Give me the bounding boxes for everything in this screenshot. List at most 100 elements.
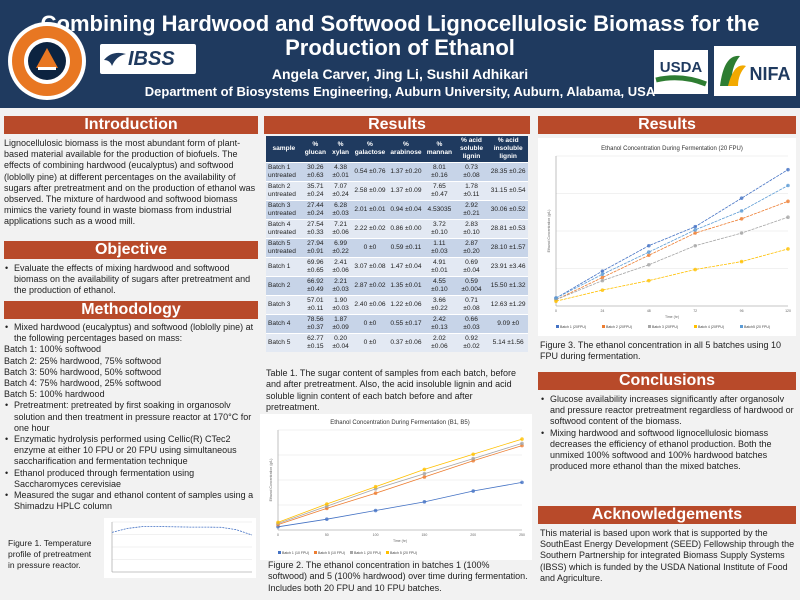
- conclusion-item: Glucose availability increases significa…: [540, 394, 796, 428]
- table-cell: 0 ±0: [352, 333, 388, 352]
- data-point: [373, 484, 378, 489]
- table-cell: 2.42 ±0.13: [424, 314, 455, 334]
- table-row: Batch 2 66.92 ±0.49 2.21 ±0.03 2.87 ±0.02 1.…: [266, 276, 528, 296]
- data-point: [739, 196, 744, 200]
- legend-swatch: [740, 325, 743, 328]
- usda-text: USDA: [660, 59, 703, 76]
- data-point: [554, 296, 558, 300]
- conclusions-heading: Conclusions: [538, 372, 796, 390]
- table-cell: 3.07 ±0.08: [352, 257, 388, 277]
- table-cell: 35.71 ±0.24: [301, 181, 330, 201]
- table-cell: Batch 4: [266, 314, 302, 334]
- table-cell: 0.54 ±0.76: [352, 162, 388, 182]
- legend-label: Batch 4 (20FPU): [698, 325, 724, 329]
- auburn-university-logo: [8, 22, 86, 100]
- legend-label: Batch 5 (10 FPU): [318, 551, 345, 555]
- methodology-lead: Mixed hardwood (eucalyptus) and softwood…: [4, 322, 258, 344]
- series-line: [555, 200, 789, 301]
- objective-item: Evaluate the effects of mixing hardwood …: [4, 263, 258, 297]
- data-point: [693, 231, 697, 235]
- table-cell: 1.90 ±0.03: [329, 295, 353, 315]
- x-tick-label: 100: [373, 533, 379, 537]
- legend-swatch: [556, 325, 559, 328]
- table-cell: 1.37 ±0.09: [387, 181, 425, 201]
- objective-list: Evaluate the effects of mixing hardwood …: [4, 263, 258, 297]
- introduction-heading: Introduction: [4, 116, 258, 134]
- table-cell: Batch 1: [266, 257, 302, 277]
- table-row: Batch 2 untreated 35.71 ±0.24 7.07 ±0.24 2.…: [266, 181, 528, 201]
- table-cell: 28.81 ±0.53: [488, 219, 528, 239]
- table-row: Batch 1 69.96 ±0.65 2.41 ±0.06 3.07 ±0.08 1.…: [266, 257, 528, 277]
- table-cell: 0.55 ±0.17: [387, 314, 425, 334]
- data-point: [693, 224, 697, 229]
- table-cell: 23.91 ±3.46: [488, 257, 528, 277]
- data-point: [739, 209, 744, 213]
- table-cell: 15.50 ±1.32: [488, 276, 528, 296]
- x-tick-label: 120: [785, 309, 791, 313]
- x-tick-label: 250: [519, 533, 525, 537]
- data-point: [647, 243, 651, 248]
- legend-label: Batch 1 (20FPU): [560, 325, 586, 329]
- table-cell: 27.54 ±0.33: [301, 219, 330, 239]
- nifa-logo: NIFA: [714, 46, 796, 96]
- legend-swatch: [694, 325, 697, 328]
- table-cell: 4.38 ±0.01: [329, 162, 353, 182]
- acknowledgements-heading: Acknowledgements: [538, 506, 796, 524]
- table-cell: Batch 2 untreated: [266, 181, 302, 201]
- figure2-chart: Ethanol Concentration During Fermentatio…: [260, 414, 532, 560]
- results-heading: Results: [264, 116, 530, 134]
- table-cell: 0.94 ±0.04: [387, 200, 425, 220]
- nifa-text: NIFA: [749, 64, 790, 84]
- table-header-cell: sample: [266, 136, 302, 163]
- legend-label: Batch 5 (20 FPU): [390, 551, 417, 555]
- table-cell: 1.37 ±0.20: [387, 162, 425, 182]
- table-cell: 9.09 ±0: [488, 314, 528, 334]
- table-cell: 2.87 ±0.20: [454, 238, 489, 258]
- poster-title: Combining Hardwood and Softwood Lignocel…: [40, 11, 760, 60]
- table-cell: 7.07 ±0.24: [329, 181, 353, 201]
- table-cell: 0.66 ±0.03: [454, 314, 489, 334]
- x-tick-label: 150: [421, 533, 427, 537]
- table-row: Batch 5 untreated 27.94 ±0.91 6.99 ±0.22 0 …: [266, 238, 528, 258]
- table-header-cell: % galactose: [352, 136, 388, 163]
- table-cell: 28.10 ±1.57: [488, 238, 528, 258]
- data-point: [520, 441, 524, 446]
- table-cell: 2.40 ±0.06: [352, 295, 388, 315]
- table-cell: Batch 2: [266, 276, 302, 296]
- legend-swatch: [278, 551, 281, 554]
- table-cell: 78.56 ±0.37: [301, 314, 330, 334]
- figure3-chart: Ethanol Concentration During Fermentatio…: [538, 138, 796, 336]
- table-cell: 2.87 ±0.02: [352, 276, 388, 296]
- table-cell: 2.01 ±0.01: [352, 200, 388, 220]
- table-cell: 2.21 ±0.03: [329, 276, 353, 296]
- legend-label: Batch5 (20 FPU): [744, 325, 770, 329]
- batch-line: Batch 4: 75% hardwood, 25% softwood: [4, 378, 162, 389]
- introduction-body: Lignocellulosic biomass is the most abun…: [4, 138, 256, 227]
- table-cell: 2.83 ±0.10: [454, 219, 489, 239]
- table-header-cell: % glucan: [301, 136, 330, 163]
- ibss-logo-text: IBSS: [128, 48, 175, 70]
- table-cell: 1.11 ±0.03: [424, 238, 455, 258]
- usda-logo: USDA: [654, 50, 708, 94]
- methodology-heading: Methodology: [4, 301, 258, 319]
- legend-label: Batch 3 (20FPU): [652, 325, 678, 329]
- table-cell: 31.15 ±0.54: [488, 181, 528, 201]
- figure1-temperature-chart: [104, 518, 256, 578]
- data-point: [786, 199, 790, 204]
- table-cell: Batch 5 untreated: [266, 238, 302, 258]
- table-row: Batch 1 untreated 30.26 ±0.63 4.38 ±0.01 0.…: [266, 162, 528, 182]
- series-line: [277, 445, 523, 525]
- data-point: [647, 278, 651, 283]
- table-cell: 5.14 ±1.56: [488, 333, 528, 352]
- data-point: [471, 489, 475, 493]
- table-cell: 4.53035: [424, 200, 455, 220]
- table-cell: 7.65 ±0.47: [424, 181, 455, 201]
- table-cell: 1.22 ±0.06: [387, 295, 425, 315]
- table-cell: 0.71 ±0.08: [454, 295, 489, 315]
- legend-swatch: [648, 325, 651, 328]
- table-cell: 0.59 ±0.004: [454, 276, 489, 296]
- table-header-cell: % mannan: [424, 136, 455, 163]
- table-cell: 57.01 ±0.11: [301, 295, 330, 315]
- data-point: [786, 183, 790, 188]
- data-point: [520, 437, 524, 441]
